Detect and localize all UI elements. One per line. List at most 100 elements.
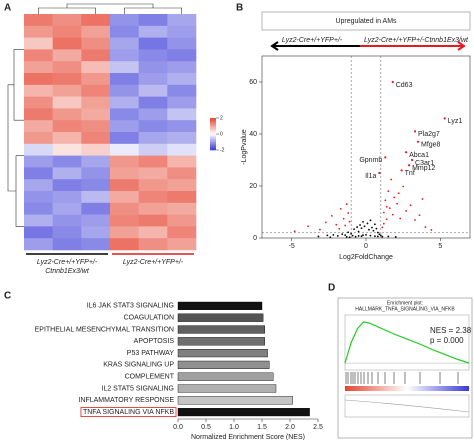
rank-gradient [345, 386, 469, 391]
point [347, 212, 350, 214]
point [348, 220, 351, 223]
heatmap-cell [138, 120, 168, 133]
heatmap-cell [167, 214, 197, 227]
panel-label: A [4, 3, 11, 14]
heatmap-cell [52, 238, 82, 251]
heatmap-cell [52, 214, 82, 227]
colorbar-tick-label: 2 [220, 115, 223, 121]
heatmap-cell [24, 14, 53, 27]
point [372, 229, 375, 232]
labeled-point [413, 130, 417, 133]
point [342, 217, 345, 220]
heatmap-cell [138, 37, 168, 50]
category-label: INFLAMMATORY RESPONSE [78, 397, 174, 404]
point [390, 178, 393, 181]
heatmap-cell [52, 155, 82, 168]
heatmap-cell [167, 61, 197, 74]
header-box [261, 11, 471, 31]
point-label: Lyz1 [448, 118, 463, 125]
heatmap-cell [52, 14, 82, 27]
heatmap-cell [81, 167, 111, 180]
heatmap-cell [167, 49, 197, 62]
heatmap-cell [167, 143, 197, 156]
bar [177, 408, 310, 417]
heatmap-cell [81, 143, 111, 156]
heatmap-cell [138, 191, 168, 204]
right-arrow [360, 41, 466, 51]
point [362, 220, 364, 223]
point [348, 236, 351, 239]
point [424, 226, 427, 228]
point-label: Pla2g7 [418, 131, 440, 138]
heatmap-cell [110, 25, 139, 38]
heatmap-cell [52, 61, 82, 74]
heatmap-cell [167, 14, 197, 27]
point-label: Abca1 [409, 152, 429, 159]
point [307, 225, 309, 228]
point [353, 228, 356, 231]
x-axis-label: Log2FoldChange [339, 254, 393, 261]
point [329, 236, 332, 239]
point [409, 204, 412, 207]
left-arrow [270, 41, 360, 51]
heatmap-cell [138, 49, 168, 62]
x-tick-label: 1.0 [229, 424, 239, 431]
heatmap-cell [138, 73, 168, 86]
point [376, 231, 379, 234]
colorbar-step [210, 142, 216, 144]
heatmap-cell [110, 143, 139, 156]
point [382, 211, 385, 214]
heatmap-cell [81, 214, 111, 227]
point [293, 230, 296, 233]
heatmap-cell [81, 37, 111, 50]
heatmap-cell [24, 155, 53, 168]
heatmap-cell [138, 132, 168, 145]
point [371, 226, 373, 229]
heatmap-cell [24, 108, 53, 121]
x-tick-label: 2.5 [313, 424, 323, 431]
heatmap-cell [110, 155, 139, 168]
bar [177, 301, 263, 310]
colorbar-step [210, 121, 216, 124]
point [339, 207, 342, 210]
heatmap-cell [110, 84, 139, 97]
point [430, 229, 433, 231]
point [381, 235, 384, 238]
labeled-point [391, 80, 394, 84]
heatmap-cell [24, 214, 53, 227]
point [414, 219, 416, 221]
heatmap-cell [110, 61, 139, 74]
point [388, 207, 391, 210]
heatmap-cell [81, 14, 111, 27]
heatmap-cell [24, 191, 53, 204]
labeled-point [416, 140, 420, 143]
heatmap-cell [138, 167, 168, 180]
colorbar-step [210, 118, 216, 120]
category-label: TNFA SIGNALING VIA NFKB [83, 409, 174, 416]
rank-metric-frame [344, 394, 470, 418]
heatmap-cell [52, 84, 82, 97]
point [363, 225, 366, 228]
colorbar-step [210, 134, 216, 136]
colorbar-step [210, 129, 216, 132]
point [357, 235, 360, 237]
heatmap-cell [24, 179, 53, 192]
heatmap-cell [138, 226, 168, 239]
heatmap-cell [81, 73, 111, 86]
heatmap-cell [110, 108, 139, 121]
heatmap-cell [24, 61, 53, 74]
heatmap-cell [167, 179, 197, 192]
heatmap-cell [138, 14, 168, 27]
heatmap-cell [167, 226, 197, 239]
point [374, 223, 376, 226]
bar [177, 396, 294, 405]
point [330, 215, 333, 217]
heatmap-cell [52, 96, 82, 109]
category-label: EPITHELIAL MESENCHYMAL TRANSITION [35, 326, 174, 333]
colorbar-tick-label: 0 [220, 131, 223, 137]
point [345, 203, 348, 206]
heatmap-cell [81, 61, 111, 74]
point [359, 224, 361, 226]
es-line [344, 321, 470, 364]
heatmap-cell [167, 37, 197, 50]
